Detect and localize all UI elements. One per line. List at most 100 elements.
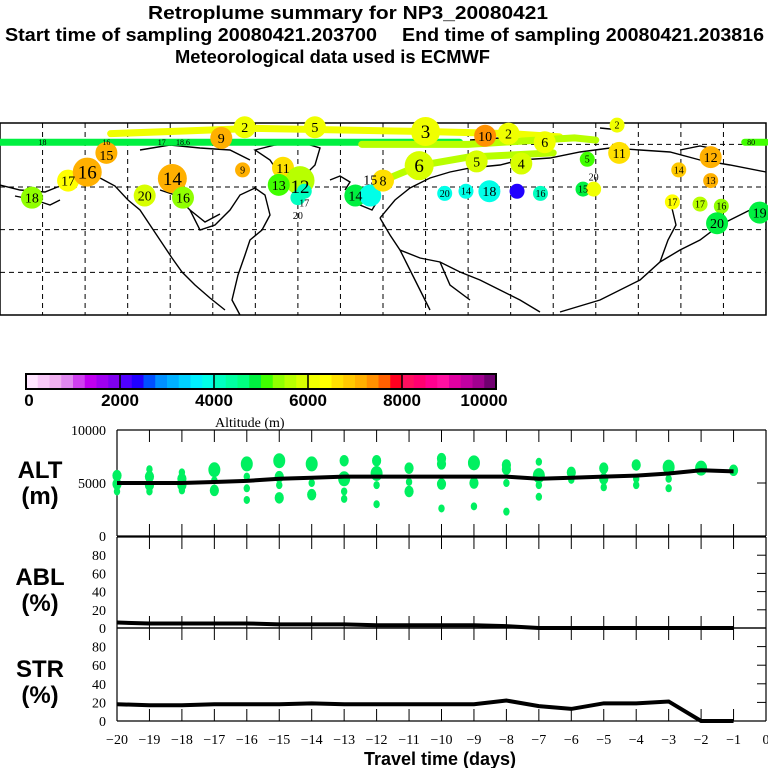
trajectory-marker — [157, 163, 187, 193]
altitude-point — [631, 459, 641, 471]
colorbar-cell — [155, 374, 168, 389]
marker-day-label: 15 — [99, 149, 113, 164]
altitude-point — [599, 462, 609, 474]
colorbar-tick-label: 2000 — [101, 391, 139, 410]
colorbar-tick-label: 10000 — [460, 391, 507, 410]
panel-axis-label: (m) — [21, 483, 58, 510]
colorbar-cell — [249, 374, 262, 389]
trajectory-marker — [703, 173, 719, 189]
marker-day-label: 13 — [272, 179, 286, 194]
marker-day-label: 16 — [78, 163, 97, 184]
colorbar-cell — [319, 374, 332, 389]
track-label: 18.6 — [176, 138, 190, 147]
x-tick-label: −18 — [171, 733, 193, 748]
x-tick-label: −8 — [499, 733, 514, 748]
panel-abl: 0 20 40 60 80 ABL(%) — [15, 536, 767, 637]
y-tick-label: 80 — [92, 641, 106, 656]
colorbar-cell — [96, 374, 109, 389]
trajectory-track — [379, 149, 557, 185]
marker-day-label: 17 — [667, 197, 677, 208]
x-tick-label: −2 — [694, 733, 709, 748]
colorbar-cell — [37, 374, 50, 389]
trajectory-marker — [235, 162, 251, 178]
altitude-point — [305, 456, 318, 472]
colorbar-cell — [472, 374, 485, 389]
panel-axis-label: STR — [16, 656, 64, 683]
trajectory-marker — [579, 151, 595, 167]
track-label: 17 — [158, 138, 166, 147]
marker-day-label: 18 — [482, 185, 496, 200]
x-tick-label: −3 — [661, 733, 676, 748]
y-tick-label: 20 — [92, 696, 106, 711]
altitude-point — [178, 486, 186, 495]
trajectory-marker — [692, 196, 708, 212]
marker-day-label: 20 — [440, 189, 450, 200]
colorbar-cell — [178, 374, 191, 389]
altitude-point — [665, 484, 672, 493]
trajectory-marker — [411, 117, 441, 147]
x-tick-label: −17 — [203, 733, 225, 748]
colorbar-cell — [49, 374, 62, 389]
marker-day-label: 8 — [380, 175, 387, 190]
y-tick-label: 60 — [92, 659, 106, 674]
altitude-point — [436, 458, 447, 470]
str-line — [116, 698, 734, 723]
marker-day-label: 18 — [25, 192, 39, 207]
altitude-point — [209, 484, 219, 497]
trajectory-marker — [478, 180, 501, 203]
marker-day-label: 17 — [299, 199, 309, 210]
y-tick-label: 10000 — [71, 424, 106, 439]
start-time-label: Start time of sampling 20080421.203700 — [5, 25, 377, 45]
marker-day-label: 15 — [578, 185, 588, 196]
altitude-point — [144, 470, 155, 483]
altitude-point — [308, 479, 315, 487]
x-tick-label: −4 — [629, 733, 644, 748]
altitude-point — [208, 462, 221, 478]
trajectory-marker — [267, 173, 290, 196]
panel-axis-label: (%) — [21, 682, 58, 709]
altitude-point — [695, 460, 708, 476]
trajectory-marker — [133, 184, 156, 207]
trajectory-marker — [586, 181, 602, 197]
y-tick-label: 40 — [92, 586, 106, 601]
trajectory-marker — [210, 126, 233, 149]
marker-day-label: 14 — [348, 189, 362, 204]
altitude-point — [370, 465, 383, 481]
colorbar-cell — [284, 374, 297, 389]
colorbar-cell — [143, 374, 156, 389]
colorbar-cell — [449, 374, 462, 389]
x-tick-label: −5 — [596, 733, 611, 748]
altitude-point — [243, 472, 250, 481]
x-tick-label: −15 — [268, 733, 290, 748]
colorbar-cell — [437, 374, 450, 389]
x-tick-label: −16 — [236, 733, 258, 748]
trajectory-marker — [458, 183, 474, 199]
abl-line — [116, 620, 734, 630]
track-label: 18 — [39, 138, 47, 147]
panel-axis-label: (%) — [21, 590, 58, 617]
colorbar-cell — [272, 374, 285, 389]
marker-day-label: 12 — [291, 177, 310, 198]
colorbar-cell — [26, 374, 39, 389]
marker-day-label: 9 — [240, 165, 245, 176]
y-tick-label: 5000 — [78, 477, 106, 492]
colorbar-cell — [343, 374, 356, 389]
trajectory-marker — [748, 201, 768, 224]
colorbar-label: Altitude (m) — [215, 416, 285, 431]
colorbar-cell — [378, 374, 391, 389]
marker-day-label: 20 — [293, 211, 303, 222]
marker-day-label: 20 — [138, 189, 152, 204]
altitude-point — [240, 456, 253, 472]
y-tick-label: 20 — [92, 604, 106, 619]
altitude-point — [633, 481, 640, 490]
altitude-point — [535, 492, 543, 501]
panel-alt: 0 5000 10000 ALT(m) — [18, 424, 767, 545]
colorbar-cell — [413, 374, 426, 389]
colorbar-cell — [190, 374, 203, 389]
colorbar-cell — [296, 374, 309, 389]
altitude-point — [436, 478, 447, 490]
marker-day-label: 2 — [241, 121, 248, 136]
altitude-point — [503, 507, 510, 516]
trajectory-marker — [72, 157, 102, 187]
x-tick-label: −7 — [531, 733, 546, 748]
